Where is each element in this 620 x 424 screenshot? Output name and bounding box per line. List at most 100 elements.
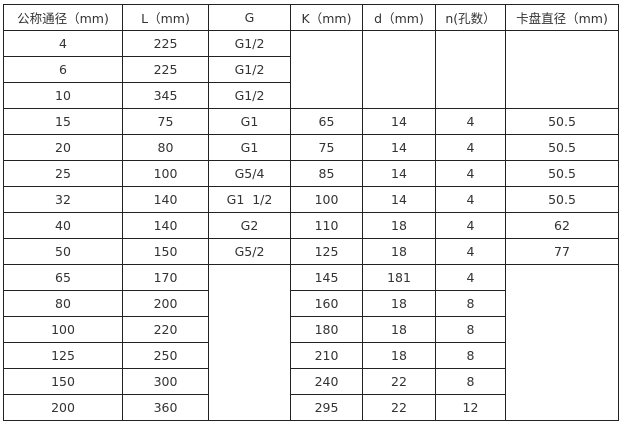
cell-n-empty [435,30,506,109]
cell-l: 75 [122,108,209,135]
cell-dn: 200 [3,394,123,421]
table-row: 40 140 G2 110 18 4 62 [3,212,619,239]
cell-n: 8 [435,368,506,395]
cell-n: 4 [435,108,506,135]
cell-chuck: 77 [505,238,619,265]
cell-dn: 15 [3,108,123,135]
cell-n: 8 [435,316,506,343]
header-n: n(孔数） [435,4,506,31]
cell-l: 225 [122,56,209,83]
cell-n: 4 [435,238,506,265]
table-row: 32 140 G1 1/2 100 14 4 50.5 [3,186,619,213]
cell-k: 210 [290,342,363,369]
table-row: 4 225 G1/2 [3,30,619,109]
cell-k: 65 [290,108,363,135]
table-row: 80 200 160 18 8 [3,290,619,317]
cell-k: 295 [290,394,363,421]
cell-chuck-empty [505,264,619,421]
cell-d: 14 [362,160,436,187]
cell-chuck: 62 [505,212,619,239]
cell-n: 8 [435,342,506,369]
table-row: 25 100 G5/4 85 14 4 50.5 [3,160,619,187]
cell-dn: 80 [3,290,123,317]
cell-n: 8 [435,290,506,317]
cell-n: 12 [435,394,506,421]
cell-l: 150 [122,238,209,265]
table-row: 200 360 295 22 12 [3,394,619,421]
cell-dn: 4 [3,30,123,57]
cell-l: 250 [122,342,209,369]
cell-d: 14 [362,108,436,135]
cell-k: 145 [290,264,363,291]
cell-dn: 100 [3,316,123,343]
cell-dn: 65 [3,264,123,291]
cell-l: 100 [122,160,209,187]
cell-l: 140 [122,186,209,213]
cell-k: 110 [290,212,363,239]
cell-n: 4 [435,160,506,187]
cell-l: 200 [122,290,209,317]
cell-g: G1/2 [208,30,291,57]
cell-d: 14 [362,134,436,161]
cell-d: 22 [362,368,436,395]
cell-g: G1 [208,108,291,135]
cell-dn: 25 [3,160,123,187]
cell-l: 170 [122,264,209,291]
header-dn: 公称通径（mm) [3,4,123,31]
cell-l: 345 [122,82,209,109]
cell-l: 80 [122,134,209,161]
cell-k: 160 [290,290,363,317]
table-row: 50 150 G5/2 125 18 4 77 [3,238,619,265]
cell-l: 220 [122,316,209,343]
cell-n: 4 [435,134,506,161]
cell-d: 18 [362,290,436,317]
header-d: d（mm) [362,4,436,31]
cell-k: 75 [290,134,363,161]
cell-dn: 150 [3,368,123,395]
cell-k-empty [290,30,363,109]
cell-dn: 6 [3,56,123,83]
cell-d: 18 [362,316,436,343]
cell-k: 100 [290,186,363,213]
table-row: 15 75 G1 65 14 4 50.5 [3,108,619,135]
cell-dn: 10 [3,82,123,109]
header-g: G [208,4,291,31]
cell-chuck-empty [505,30,619,109]
table-row: 125 250 210 18 8 [3,342,619,369]
header-l: L（mm) [122,4,209,31]
cell-chuck: 50.5 [505,160,619,187]
table-row: 6 225 G1/2 [3,56,619,83]
cell-l: 300 [122,368,209,395]
cell-dn: 50 [3,238,123,265]
cell-n: 4 [435,212,506,239]
cell-g-empty [208,264,291,421]
cell-d: 18 [362,238,436,265]
cell-chuck: 50.5 [505,108,619,135]
cell-k: 85 [290,160,363,187]
cell-chuck: 50.5 [505,134,619,161]
cell-dn: 125 [3,342,123,369]
header-chuck: 卡盘直径（mm) [505,4,619,31]
cell-k: 180 [290,316,363,343]
cell-g: G1/2 [208,56,291,83]
cell-g: G1/2 [208,82,291,109]
cell-g: G1 1/2 [208,186,291,213]
cell-chuck: 50.5 [505,186,619,213]
cell-d: 18 [362,342,436,369]
cell-dn: 20 [3,134,123,161]
cell-g: G1 [208,134,291,161]
cell-g: G2 [208,212,291,239]
cell-d: 181 [362,264,436,291]
cell-k: 125 [290,238,363,265]
header-k: K（mm) [290,4,363,31]
cell-l: 140 [122,212,209,239]
cell-n: 4 [435,264,506,291]
cell-d: 18 [362,212,436,239]
cell-d: 22 [362,394,436,421]
cell-g: G5/4 [208,160,291,187]
cell-l: 360 [122,394,209,421]
cell-n: 4 [435,186,506,213]
table-row: 20 80 G1 75 14 4 50.5 [3,134,619,161]
cell-d: 14 [362,186,436,213]
cell-l: 225 [122,30,209,57]
